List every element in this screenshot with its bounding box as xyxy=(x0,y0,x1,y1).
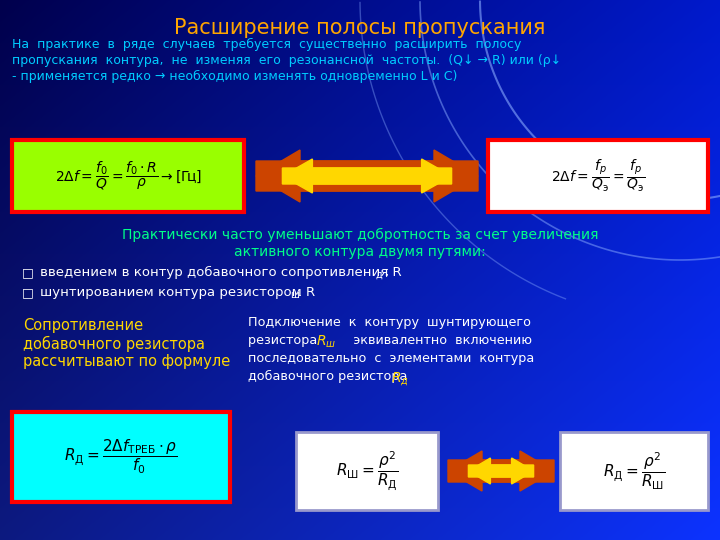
FancyArrow shape xyxy=(469,458,534,484)
FancyArrow shape xyxy=(469,458,534,484)
Text: д: д xyxy=(376,270,383,280)
Text: Сопротивление: Сопротивление xyxy=(23,318,143,333)
Text: последовательно  с  элементами  контура: последовательно с элементами контура xyxy=(248,352,534,365)
FancyBboxPatch shape xyxy=(488,140,708,212)
Text: ш: ш xyxy=(290,290,299,300)
Text: ;: ; xyxy=(384,266,388,279)
Text: шунтированием контура резистором R: шунтированием контура резистором R xyxy=(40,286,315,299)
FancyArrow shape xyxy=(282,159,451,193)
Text: добавочного резистора: добавочного резистора xyxy=(23,336,205,352)
Text: добавочного резистора: добавочного резистора xyxy=(248,370,428,383)
Text: $2\Delta f = \dfrac{f_0}{Q} = \dfrac{f_0 \cdot R}{\rho} \rightarrow [\Gamma\!\te: $2\Delta f = \dfrac{f_0}{Q} = \dfrac{f_0… xyxy=(55,160,202,192)
FancyArrow shape xyxy=(448,451,554,491)
FancyBboxPatch shape xyxy=(12,140,244,212)
Text: .: . xyxy=(298,286,302,299)
Text: Подключение  к  контуру  шунтирующего: Подключение к контуру шунтирующего xyxy=(248,316,531,329)
Text: активного контура двумя путями:: активного контура двумя путями: xyxy=(234,245,486,259)
Text: - применяется редко → необходимо изменять одновременно L и С): - применяется редко → необходимо изменят… xyxy=(12,70,457,83)
Text: $\mathbf{\mathit{R}}_\mathbf{\mathit{д}}$: $\mathbf{\mathit{R}}_\mathbf{\mathit{д}}… xyxy=(391,370,409,388)
Text: $R_{\text{Ш}} = \dfrac{\rho^2}{R_{\text{Д}}}$: $R_{\text{Ш}} = \dfrac{\rho^2}{R_{\text{… xyxy=(336,449,398,492)
FancyBboxPatch shape xyxy=(12,412,230,502)
Text: □: □ xyxy=(22,286,34,299)
FancyArrow shape xyxy=(282,159,451,193)
Text: Практически часто уменьшают добротность за счет увеличения: Практически часто уменьшают добротность … xyxy=(122,228,598,242)
Text: введением в контур добавочного сопротивления R: введением в контур добавочного сопротивл… xyxy=(40,266,402,279)
Text: $R_{\text{Д}} = \dfrac{\rho^2}{R_{\text{Ш}}}$: $R_{\text{Д}} = \dfrac{\rho^2}{R_{\text{… xyxy=(603,450,665,491)
FancyBboxPatch shape xyxy=(560,432,708,510)
Text: Расширение полосы пропускания: Расширение полосы пропускания xyxy=(174,18,546,38)
Text: $\mathbf{\mathit{R}}_\mathbf{\mathit{ш}}$: $\mathbf{\mathit{R}}_\mathbf{\mathit{ш}}… xyxy=(316,334,336,350)
FancyArrow shape xyxy=(256,150,478,202)
Text: $2\Delta f = \dfrac{f_p}{Q_\text{э}} = \dfrac{f_p}{Q_\text{э}}$: $2\Delta f = \dfrac{f_p}{Q_\text{э}} = \… xyxy=(551,158,645,194)
FancyArrow shape xyxy=(448,451,554,491)
FancyBboxPatch shape xyxy=(296,432,438,510)
Text: резистора         эквивалентно  включению: резистора эквивалентно включению xyxy=(248,334,532,347)
Text: На  практике  в  ряде  случаев  требуется  существенно  расширить  полосу: На практике в ряде случаев требуется сущ… xyxy=(12,38,521,51)
Text: $R_{\text{Д}} = \dfrac{2\Delta f_{\text{ТРЕБ}} \cdot \rho}{f_0}$: $R_{\text{Д}} = \dfrac{2\Delta f_{\text{… xyxy=(64,438,178,476)
Text: пропускания  контура,  не  изменяя  его  резонансной  частоты.  (Q↓ → R) или (ρ↓: пропускания контура, не изменяя его резо… xyxy=(12,54,561,67)
Text: рассчитывают по формуле: рассчитывают по формуле xyxy=(23,354,230,369)
Text: □: □ xyxy=(22,266,34,279)
FancyArrow shape xyxy=(256,150,478,202)
